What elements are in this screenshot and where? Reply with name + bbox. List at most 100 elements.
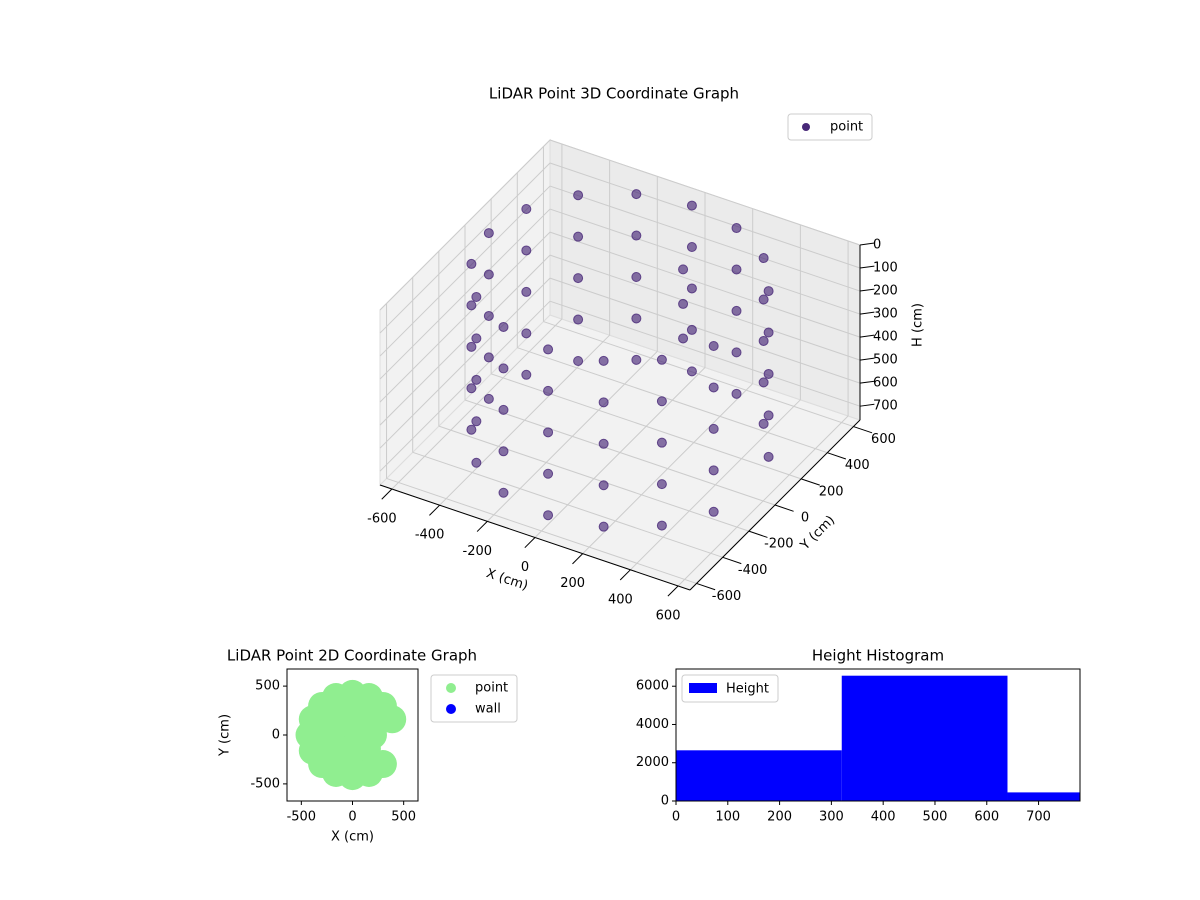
tick-mark [381, 488, 393, 500]
point [631, 189, 642, 200]
point [483, 269, 494, 280]
point [598, 480, 609, 491]
grid-line [379, 185, 551, 357]
point [686, 366, 697, 377]
point [368, 750, 397, 779]
point [521, 286, 532, 297]
x-tick-label: 500 [923, 810, 948, 825]
point [708, 423, 719, 434]
point [498, 446, 509, 457]
legend-label: Height [726, 682, 769, 697]
grid-line [379, 208, 551, 380]
chart-title: LiDAR Point 3D Coordinate Graph [489, 85, 739, 103]
y-tick-label: -400 [738, 563, 768, 578]
z-tick-label: 100 [873, 261, 898, 276]
tick-mark [827, 452, 847, 460]
grid-line [379, 162, 551, 334]
legend-frame [787, 113, 873, 141]
x-tick-label: 0 [521, 560, 529, 575]
z-tick-label: 300 [873, 307, 898, 322]
tick-mark [476, 520, 488, 532]
grid-line [464, 399, 776, 506]
grid-line [438, 425, 750, 532]
axes-frame [675, 668, 1081, 802]
point [573, 356, 584, 367]
x-tick-label: -600 [367, 512, 397, 527]
y-tick-label: 0 [272, 728, 280, 743]
point [598, 355, 609, 366]
tick-mark [696, 582, 716, 591]
x-tick-label: 100 [715, 810, 740, 825]
grid-line [386, 477, 697, 584]
tick-mark [859, 403, 875, 407]
point [573, 190, 584, 201]
bar [1007, 792, 1080, 801]
legend-marker [446, 704, 456, 714]
plot-area [295, 679, 407, 791]
x-tick-label: 500 [391, 810, 416, 825]
y-tick-label: 2000 [636, 755, 669, 770]
tick-mark [859, 380, 875, 384]
x-tick-label: -400 [415, 528, 445, 543]
x-axis-line [379, 484, 691, 591]
point [758, 294, 769, 305]
point [598, 438, 609, 449]
point [731, 223, 742, 234]
point [758, 335, 769, 346]
point [471, 416, 482, 427]
point [656, 437, 667, 448]
point [631, 230, 642, 241]
point [686, 242, 697, 253]
point [678, 264, 689, 275]
point [598, 521, 609, 532]
y-tick-label: 0 [661, 794, 669, 809]
grid-line [549, 162, 861, 269]
tick-mark [748, 530, 768, 538]
axes-histogram: 0 100 200 300 400 500 600 700 0 2000 4000 6000 Heigh… [636, 647, 1081, 825]
point [686, 324, 697, 335]
point [686, 283, 697, 294]
grid-line [549, 185, 861, 292]
point [656, 354, 667, 365]
z-tick-label: 200 [873, 284, 898, 299]
point [498, 404, 509, 415]
point [758, 253, 769, 264]
grid-line [379, 139, 551, 311]
point [656, 396, 667, 407]
legend-label: point [830, 120, 863, 135]
tick-mark [572, 553, 584, 565]
point [731, 305, 742, 316]
point [521, 204, 532, 215]
legend: point [787, 113, 873, 141]
point [763, 368, 774, 379]
legend: point wall [430, 674, 518, 723]
tick-mark [859, 242, 875, 246]
point [543, 510, 554, 521]
z-axis-label: H (cm) [911, 303, 926, 347]
tick-mark [859, 311, 875, 315]
point [763, 410, 774, 421]
point [731, 264, 742, 275]
x-tick-label: 400 [608, 592, 633, 607]
x-tick-label: 0 [348, 810, 356, 825]
y-tick-label: -500 [250, 776, 280, 791]
point [763, 286, 774, 297]
point [498, 321, 509, 332]
tick-mark [853, 426, 873, 434]
point [708, 506, 719, 517]
tick-mark [722, 556, 742, 565]
y-tick-label: 0 [801, 511, 809, 526]
point [471, 291, 482, 302]
x-tick-label: 600 [656, 608, 681, 623]
legend-label: wall [475, 702, 501, 717]
y-tick-label: 500 [255, 679, 280, 694]
y-tick-label: -600 [712, 589, 742, 604]
bar [841, 675, 1008, 801]
tick-mark [859, 357, 875, 361]
point [543, 427, 554, 438]
tick-mark [619, 569, 631, 581]
grid-line [517, 347, 828, 454]
point [758, 377, 769, 388]
grid-line [379, 277, 551, 449]
